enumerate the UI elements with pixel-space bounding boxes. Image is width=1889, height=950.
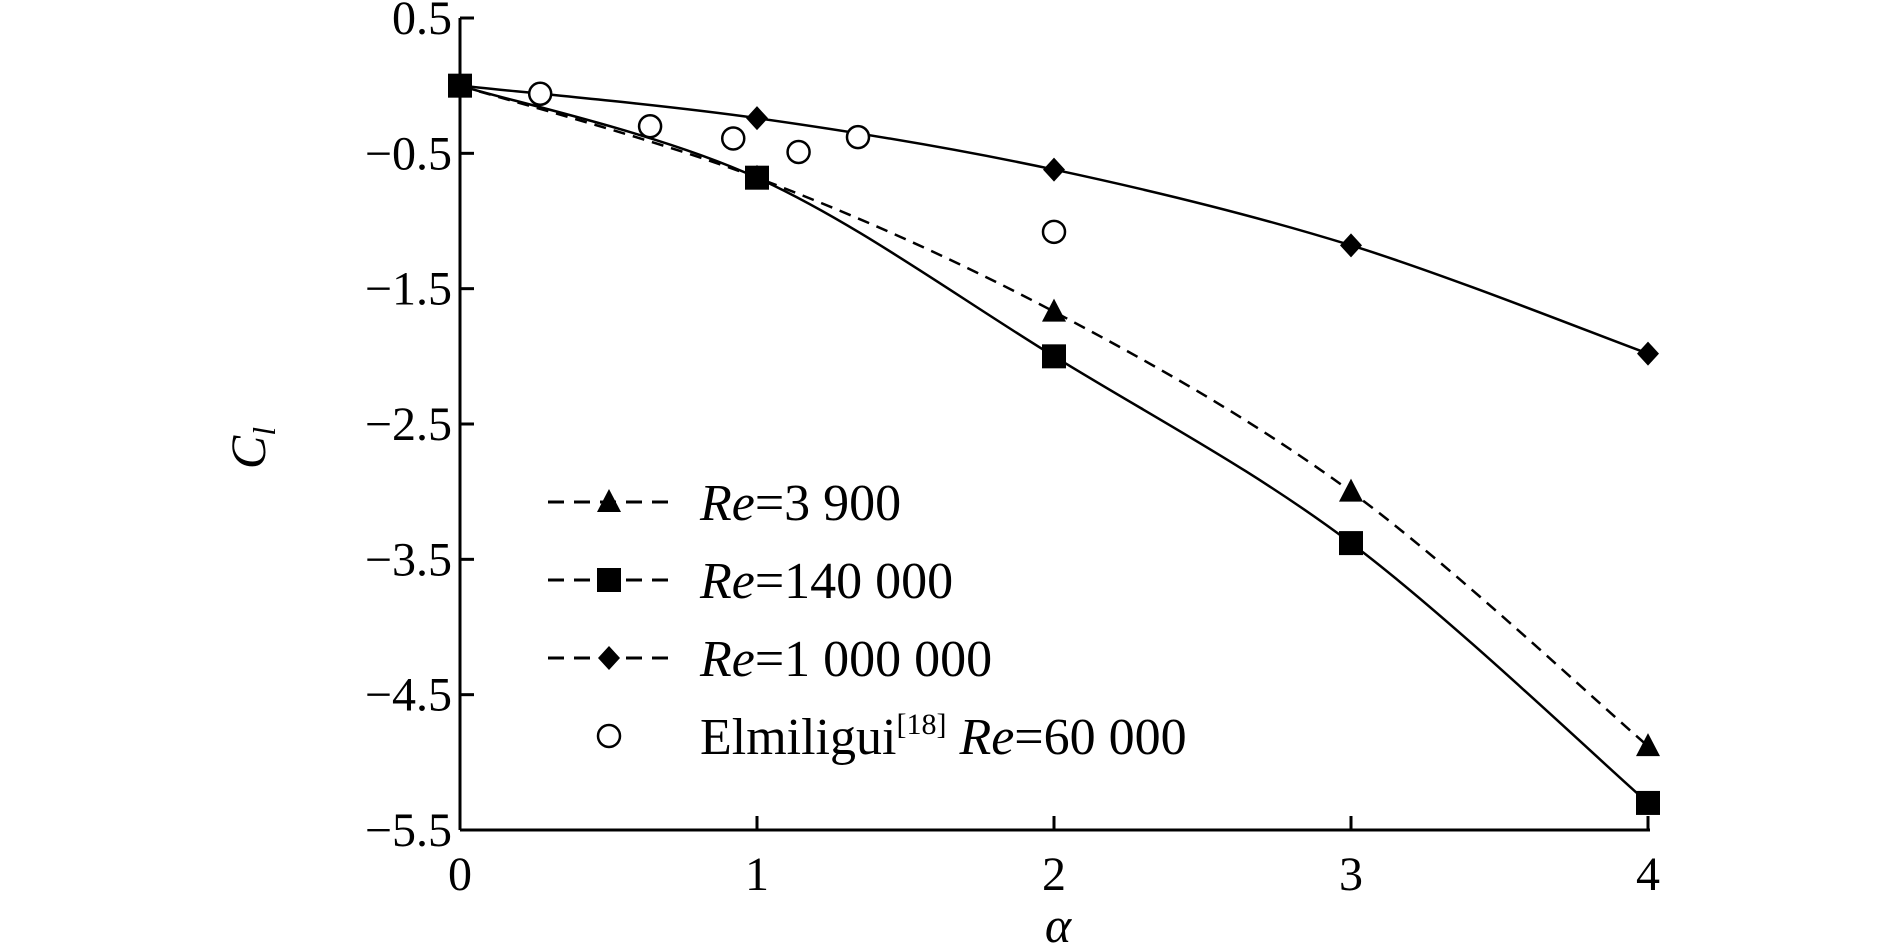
series-4-point — [637, 114, 663, 139]
series-3-point — [1043, 157, 1065, 182]
x-tick-label: 4 — [1636, 848, 1660, 901]
series-4-point — [720, 126, 746, 151]
legend-marker — [597, 568, 621, 592]
legend-marker — [597, 489, 621, 512]
y-tick-label: −2.5 — [365, 398, 452, 451]
series-3-point — [1340, 233, 1362, 258]
series-2-line — [459, 84, 1649, 804]
x-tick-label: 1 — [745, 848, 769, 901]
y-tick-label: −5.5 — [365, 804, 452, 857]
y-axis-title-subscript: l — [246, 427, 282, 436]
series-1-point — [1636, 733, 1660, 757]
x-tick-label: 2 — [1042, 848, 1066, 901]
series-4-point — [845, 124, 871, 150]
legend-marker — [596, 723, 622, 749]
legend-item-3: Re=1 000 000 — [548, 631, 992, 688]
series-4-point — [527, 81, 553, 107]
plot-area — [448, 72, 1660, 815]
series-4 — [527, 81, 1067, 245]
x-tick-label: 3 — [1339, 848, 1363, 901]
series-4-point — [786, 139, 811, 165]
y-tick-label: −4.5 — [365, 669, 452, 722]
series-2-point — [1636, 790, 1660, 815]
legend-label: Re=3 900 — [699, 475, 901, 532]
y-tick-label: −3.5 — [365, 533, 452, 586]
legend-label: Elmiligui[18] Re=60 000 — [700, 708, 1187, 766]
legend-item-4: Elmiligui[18] Re=60 000 — [596, 708, 1187, 766]
series-3 — [449, 73, 1659, 366]
x-axis-title: α — [1045, 897, 1073, 950]
series-2 — [448, 73, 1660, 815]
series-4-point — [1041, 219, 1067, 245]
y-axis-title: Cl — [220, 427, 282, 469]
legend-marker — [598, 646, 620, 670]
series-1-line — [459, 84, 1649, 748]
series-1-point — [1339, 478, 1363, 502]
series-3-point — [1637, 341, 1659, 366]
series-2-point — [1042, 344, 1066, 369]
y-tick-label: 0.5 — [392, 0, 452, 45]
legend: Re=3 900 Re=140 000 Re=1 000 000 Elmiligui[… — [548, 475, 1187, 766]
series-2-point — [1339, 531, 1363, 556]
series-3-point — [449, 73, 471, 98]
series-3-point — [746, 106, 768, 131]
legend-item-1: Re=3 900 — [548, 475, 901, 532]
legend-label: Re=1 000 000 — [699, 631, 992, 688]
y-tick-label: −1.5 — [365, 263, 452, 316]
y-axis-title-main: C — [220, 435, 276, 469]
series-2-point — [745, 165, 769, 190]
ticks: 0 1 2 3 4 0.5 −0.5 −1.5 −2.5 −3.5 −4.5 −5.5 — [365, 0, 1660, 901]
series-1-point — [1042, 298, 1066, 322]
y-tick-label: −0.5 — [365, 127, 452, 180]
legend-item-2: Re=140 000 — [548, 553, 953, 610]
x-tick-label: 0 — [448, 848, 472, 901]
legend-label: Re=140 000 — [699, 553, 953, 610]
